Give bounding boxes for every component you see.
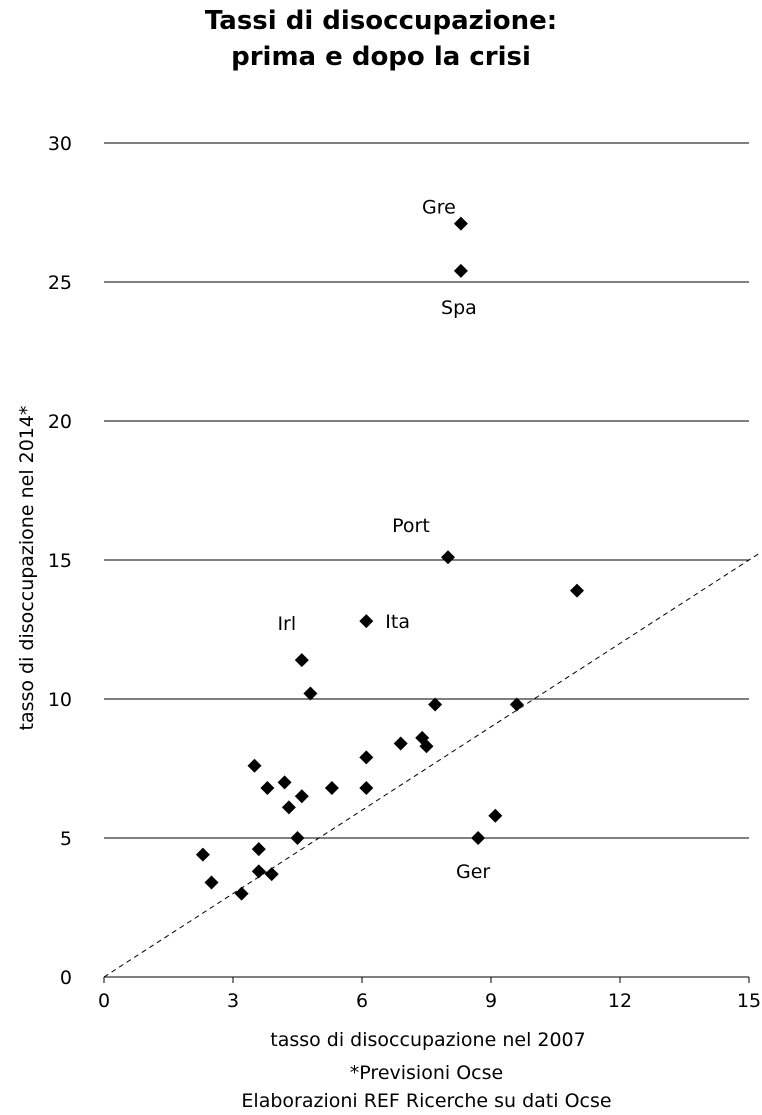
chart-title-line-2: prima e dopo la crisi xyxy=(231,42,531,72)
data-point xyxy=(294,653,309,668)
gridlines xyxy=(104,142,749,839)
y-tick-label: 5 xyxy=(60,828,72,850)
data-point xyxy=(195,847,210,862)
y-tick-label: 15 xyxy=(48,550,72,572)
point-labels: Gre Spa Port Ita Irl Ger xyxy=(277,197,490,883)
y-tick-label: 20 xyxy=(48,411,72,433)
x-tick-label: 15 xyxy=(737,990,761,1012)
data-point xyxy=(281,800,296,815)
data-point xyxy=(294,789,309,804)
data-point xyxy=(471,831,486,845)
data-point xyxy=(453,263,468,278)
data-point xyxy=(251,864,266,879)
data-point xyxy=(441,550,455,565)
x-tick-label: 3 xyxy=(227,990,239,1012)
point-label-spa: Spa xyxy=(441,297,477,319)
data-point xyxy=(290,831,305,845)
data-point xyxy=(324,780,339,795)
data-point xyxy=(428,697,443,712)
data-point xyxy=(359,780,374,795)
data-point xyxy=(419,739,434,754)
data-point xyxy=(303,686,318,701)
chart-title-line-1: Tassi di disoccupazione: xyxy=(204,6,558,36)
point-label-ita: Ita xyxy=(385,611,410,633)
y-axis-label: tasso di disoccupazione nel 2014* xyxy=(16,406,38,731)
data-point xyxy=(251,842,266,857)
x-axis-ticks: 0 3 6 9 12 15 xyxy=(98,977,761,1012)
y-tick-label: 25 xyxy=(48,272,72,294)
footnote-forecast: *Previsioni Ocse xyxy=(349,1062,504,1084)
data-point xyxy=(264,867,279,882)
y-tick-label: 10 xyxy=(48,689,72,711)
point-label-irl: Irl xyxy=(277,613,296,635)
data-point xyxy=(260,780,275,795)
data-point xyxy=(393,736,408,751)
point-label-gre: Gre xyxy=(422,197,456,219)
data-point xyxy=(204,875,219,890)
data-point xyxy=(359,750,374,765)
data-point xyxy=(570,583,584,598)
x-tick-label: 0 xyxy=(98,990,110,1012)
data-point xyxy=(277,775,292,790)
x-tick-label: 12 xyxy=(608,990,632,1012)
y-tick-label: 30 xyxy=(48,133,72,155)
data-point xyxy=(453,216,468,231)
data-points xyxy=(195,216,584,901)
x-tick-label: 6 xyxy=(356,990,368,1012)
x-tick-label: 9 xyxy=(485,990,497,1012)
data-point xyxy=(488,808,503,823)
point-label-ger: Ger xyxy=(456,861,490,883)
data-point xyxy=(509,697,524,712)
data-point xyxy=(247,758,262,773)
reference-diagonal-line xyxy=(103,552,761,978)
point-label-port: Port xyxy=(392,515,430,537)
x-axis-label: tasso di disoccupazione nel 2007 xyxy=(270,1029,586,1051)
y-tick-label: 0 xyxy=(60,967,72,989)
data-point xyxy=(359,614,374,629)
y-axis-ticks: 0 5 10 15 20 25 30 xyxy=(48,133,72,989)
footnote-source: Elaborazioni REF Ricerche su dati Ocse xyxy=(241,1090,612,1112)
data-point xyxy=(234,886,249,901)
